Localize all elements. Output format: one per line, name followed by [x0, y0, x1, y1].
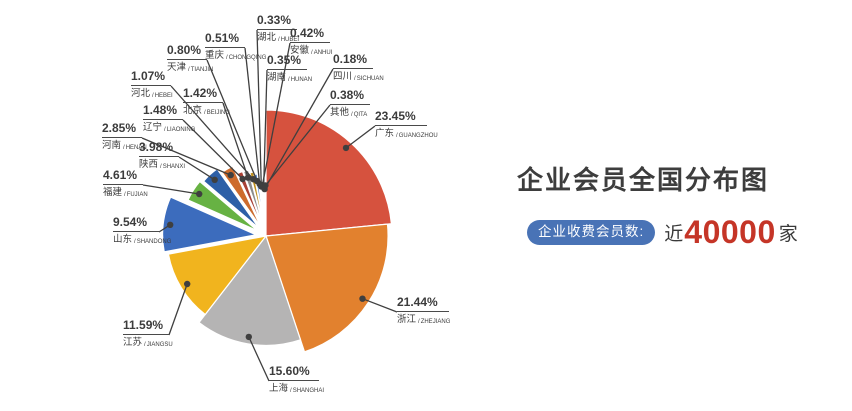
- pie-slice-henan: [221, 165, 262, 228]
- slice-marker-dot: [245, 333, 252, 341]
- slice-marker-dot: [359, 295, 366, 302]
- leader-line: [222, 102, 249, 178]
- slice-marker-dot: [262, 182, 269, 189]
- leader-line: [264, 68, 334, 190]
- leader-line: [244, 47, 261, 185]
- pie-slice-zhejiang: [265, 223, 389, 353]
- member-count-row: 企业收费会员数: 近 40000 家: [527, 215, 852, 249]
- pie-slice-fujian: [187, 180, 258, 232]
- pie-slice-shandong: [162, 196, 259, 253]
- leader-line: [263, 69, 268, 187]
- slice-marker-dot: [227, 171, 234, 179]
- member-count-value: 40000: [684, 214, 776, 250]
- pie-slice-shanghai: [198, 234, 302, 346]
- leader-line: [142, 184, 200, 195]
- slice-marker-dot: [184, 280, 191, 288]
- leader-line: [141, 137, 231, 176]
- leader-line: [261, 42, 291, 186]
- member-count-unit: 家: [778, 223, 798, 245]
- slice-marker-dot: [211, 176, 218, 183]
- member-count-badge: 企业收费会员数:: [527, 219, 656, 245]
- slice-marker-dot: [342, 144, 350, 152]
- leader-line: [345, 125, 376, 149]
- leader-line: [168, 283, 188, 336]
- leader-line: [362, 298, 398, 313]
- slice-marker-dot: [244, 174, 252, 181]
- leader-line: [170, 85, 254, 180]
- slice-marker-dot: [239, 175, 246, 183]
- pie-slice-guangzhou: [265, 109, 393, 237]
- slice-marker-dot: [167, 221, 174, 228]
- slice-marker-dot: [196, 190, 203, 198]
- leader-line: [256, 29, 262, 187]
- leader-line: [178, 156, 216, 181]
- member-count-prefix: 近: [664, 223, 684, 245]
- page-title: 企业会员全国分布图: [517, 165, 770, 195]
- leader-line: [264, 104, 331, 186]
- pie-slice-jiangsu: [167, 235, 268, 316]
- leader-line: [248, 336, 270, 382]
- leader-line: [206, 59, 258, 182]
- leader-line: [182, 119, 244, 180]
